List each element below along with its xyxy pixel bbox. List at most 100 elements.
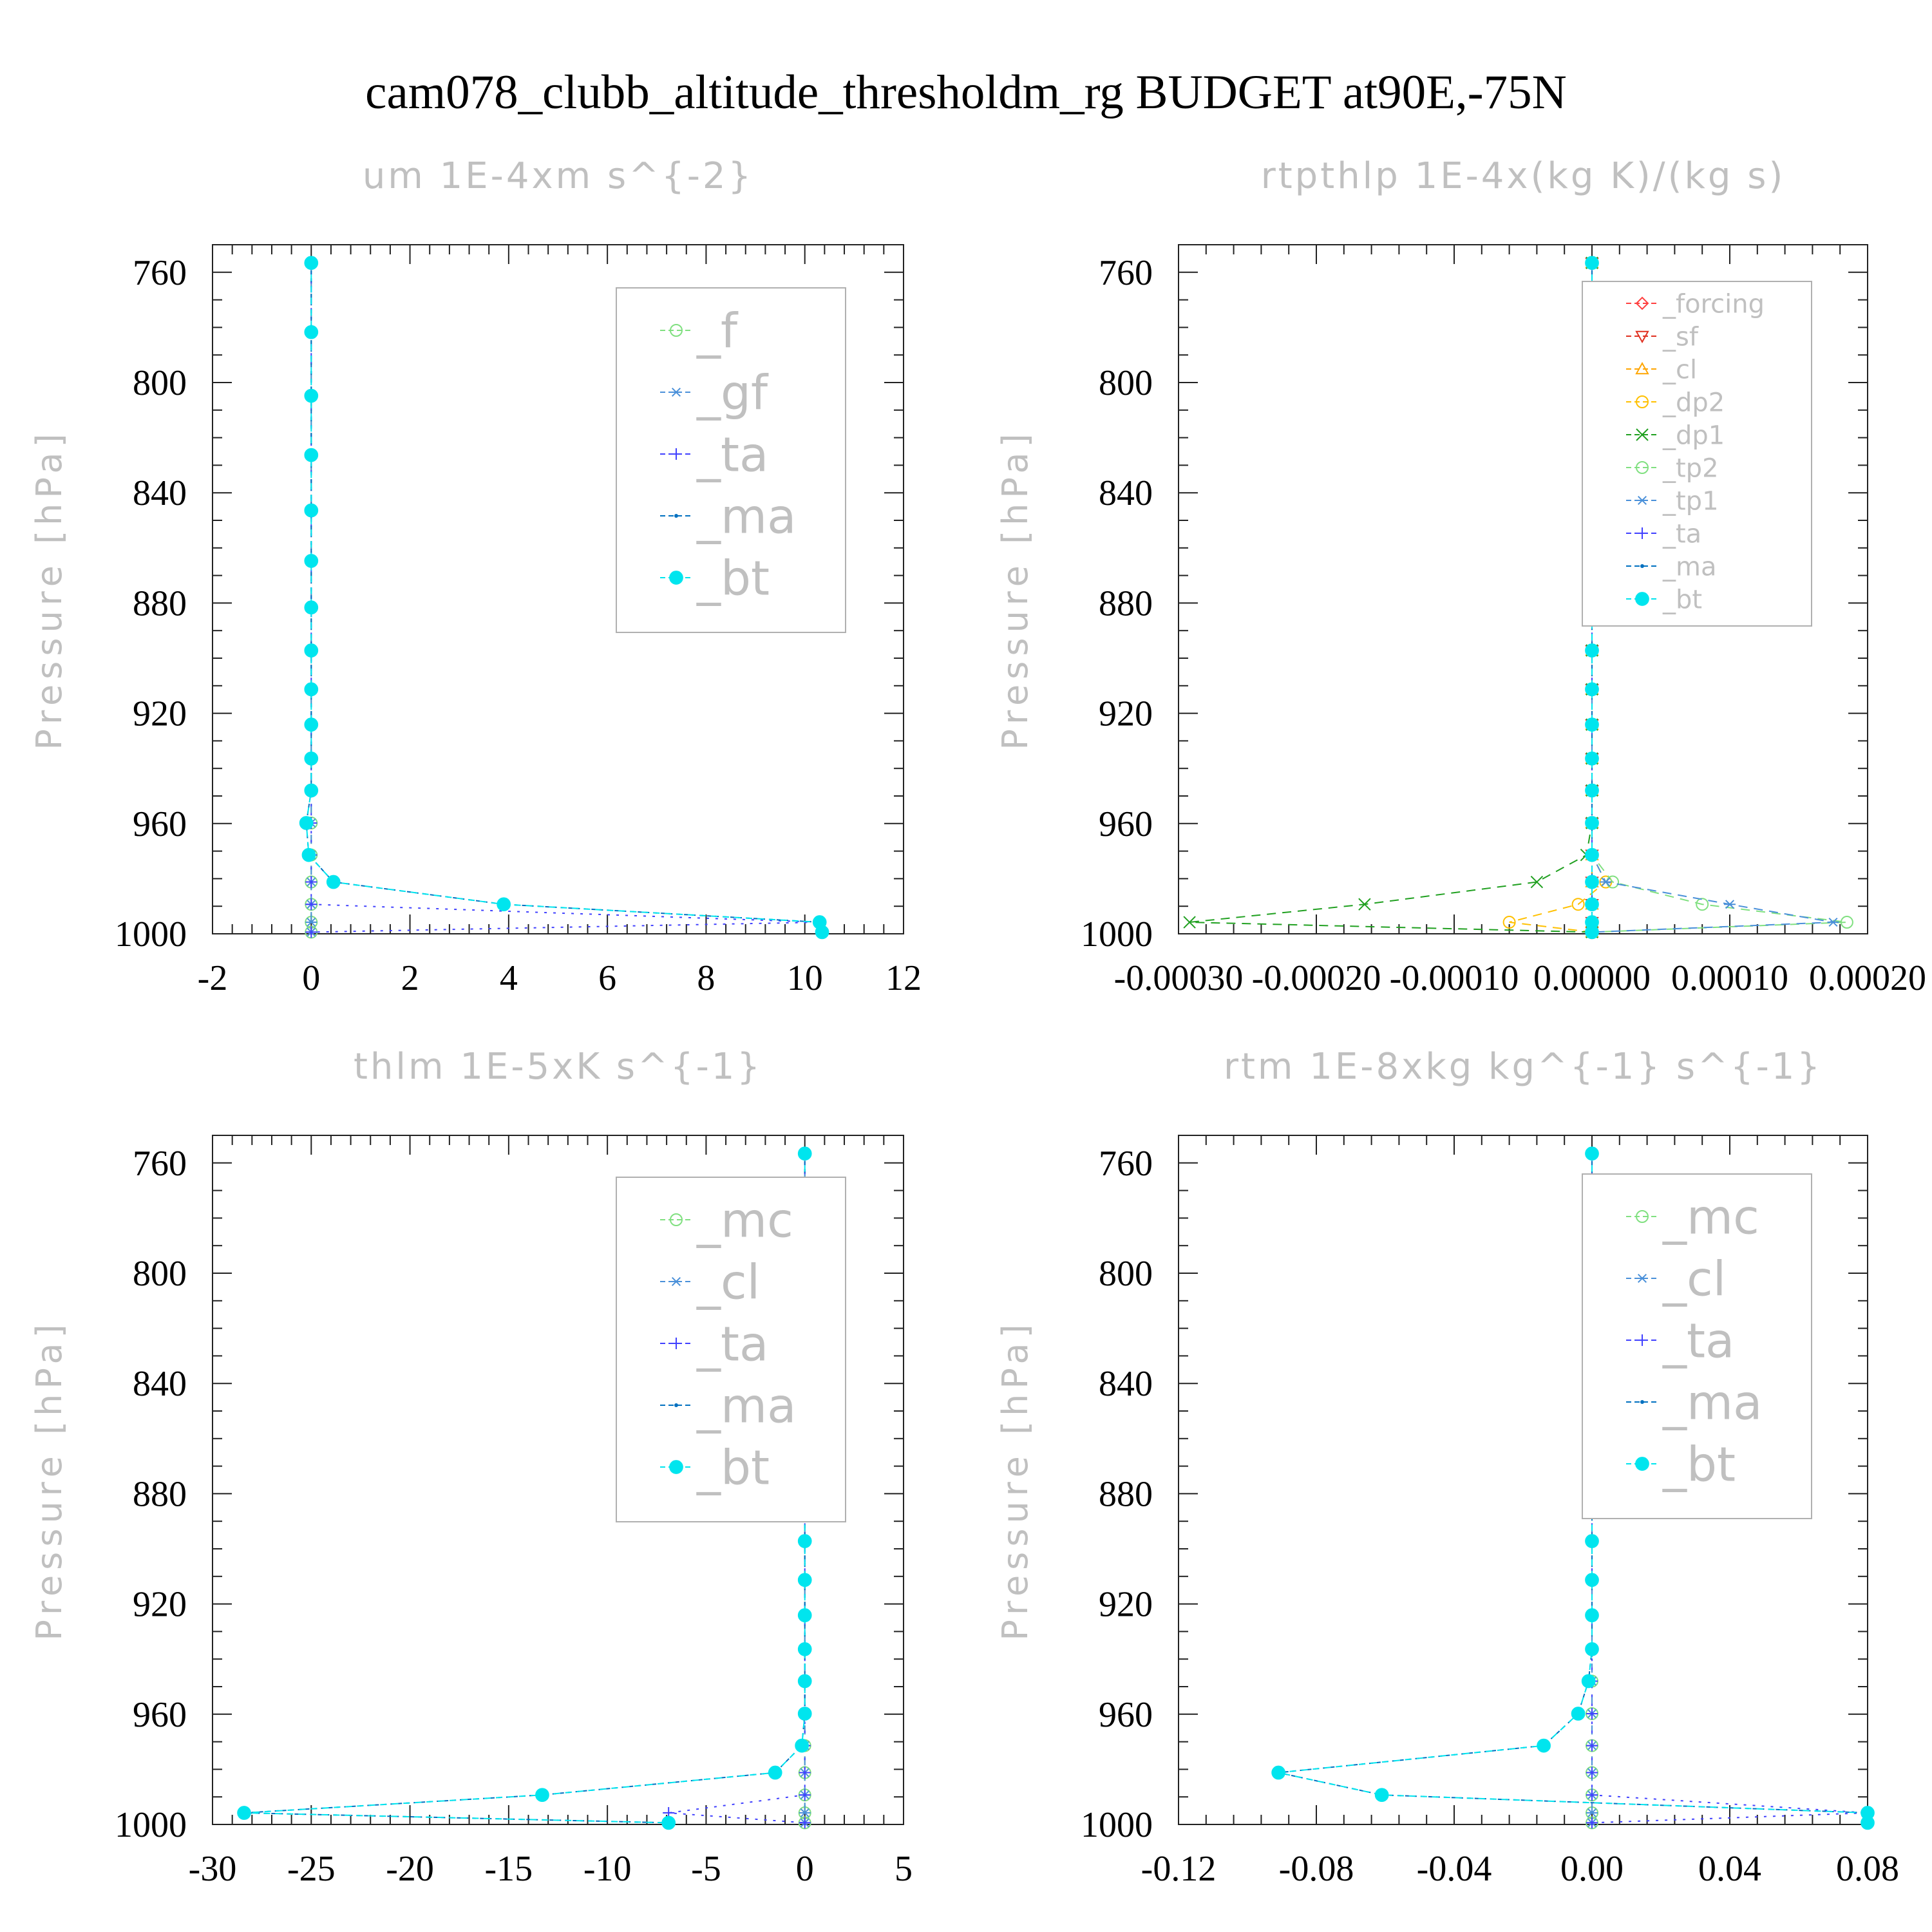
data-point (237, 1806, 251, 1820)
y-tick-label: 880 (133, 583, 187, 623)
series-line (305, 263, 823, 933)
legend-label: _bt (1662, 585, 1702, 614)
legend-label: _ma (696, 1379, 796, 1434)
y-tick-label: 920 (133, 1585, 187, 1625)
plot-frame (212, 1135, 904, 1825)
chart-panel-4: rtm 1E-8xkg kg^{-1} s^{-1} Pressure [hPa]… (995, 1046, 1899, 1889)
data-point (535, 1788, 549, 1803)
x-tick-label: 8 (697, 958, 715, 998)
legend-marker (1635, 296, 1649, 310)
legend-label: _tp1 (1662, 486, 1719, 516)
legend-label: _dp1 (1662, 421, 1725, 450)
legend-marker (1636, 461, 1649, 474)
legend-entry: _ta (1626, 1314, 1734, 1369)
legend-label: _cl (1662, 355, 1697, 384)
x-tick-label: -25 (287, 1849, 336, 1889)
legend-marker (670, 387, 682, 397)
y-tick-label: 840 (1099, 473, 1153, 513)
data-point (1585, 897, 1599, 912)
figure-title: cam078_clubb_altitude_thresholdm_rg BUDG… (365, 66, 1567, 119)
data-point (797, 1642, 812, 1656)
y-tick-label: 880 (133, 1474, 187, 1514)
x-tick-label: 12 (886, 958, 922, 998)
data-point (661, 1815, 676, 1830)
legend-entry: _ma (1626, 552, 1716, 582)
series-line (1189, 263, 1593, 933)
legend-entry: _ma (1626, 1376, 1762, 1431)
legend-entry: _tp1 (1626, 486, 1719, 516)
series-line (1278, 1153, 1868, 1823)
data-point (305, 918, 317, 927)
data-point (304, 600, 319, 615)
data-point (799, 1766, 811, 1779)
data-point (1585, 925, 1599, 940)
chart-panel-1: um 1E-4xm s^{-2}Pressure [hPa]7608008408… (29, 155, 922, 998)
data-point (797, 1674, 812, 1689)
y-tick-label: 1000 (1081, 1805, 1153, 1845)
data-point (1840, 916, 1853, 929)
y-axis-label: Pressure [hPa] (995, 428, 1036, 750)
x-tick-label: 6 (598, 958, 616, 998)
data-point (1374, 1788, 1389, 1803)
panel-title: rtm 1E-8xkg kg^{-1} s^{-1} (1224, 1046, 1823, 1088)
x-tick-label: 0 (302, 958, 320, 998)
legend-marker (1636, 1334, 1648, 1346)
y-tick-label: 920 (1099, 694, 1153, 734)
series-line (243, 1153, 806, 1824)
y-tick-label: 760 (133, 253, 187, 293)
y-tick-label: 760 (133, 1144, 187, 1184)
legend-marker (1636, 527, 1648, 539)
legend-entry: _cl (1626, 355, 1697, 384)
y-tick-label: 800 (1099, 363, 1153, 403)
data-point (305, 876, 317, 888)
legend-entry: _bt (660, 1441, 770, 1496)
legend-label: _cl (1662, 1252, 1726, 1307)
y-tick-label: 960 (133, 1695, 187, 1735)
legend: _f _gf _ta _ma _bt (616, 287, 846, 633)
legend-label: _ma (1662, 1376, 1762, 1431)
chart-panels: um 1E-4xm s^{-2}Pressure [hPa]7608008408… (29, 155, 1926, 1889)
data-point (1585, 816, 1599, 830)
data-point (1585, 875, 1599, 889)
x-tick-label: -0.00030 (1114, 958, 1244, 998)
x-tick-label: 0.00000 (1533, 958, 1651, 998)
panel-title: rtpthlp 1E-4x(kg K)/(kg s) (1261, 155, 1786, 197)
legend-marker (670, 1276, 682, 1287)
legend-entry: _f (660, 304, 739, 359)
x-tick-label: -5 (691, 1849, 721, 1889)
y-tick-label: 920 (1099, 1585, 1153, 1625)
data-point (1585, 682, 1599, 697)
data-point (1585, 717, 1599, 732)
legend-label: _f (696, 304, 739, 359)
legend-entry: _dp2 (1626, 388, 1725, 417)
data-point (1530, 875, 1544, 889)
y-tick-label: 1000 (115, 1805, 187, 1845)
legend-box (1582, 1173, 1812, 1519)
x-tick-label: 0.00010 (1671, 958, 1788, 998)
legend-label: _mc (696, 1193, 793, 1249)
data-point (1358, 898, 1371, 911)
y-axis-label: Pressure [hPa] (995, 1319, 1036, 1640)
data-point (304, 751, 319, 766)
legend: _mc _cl _ta _ma _bt (616, 1177, 846, 1522)
legend: _forcing_sf _cl _dp2 _dp1 _tp2_tp1_ta_ma _bt (1582, 281, 1812, 627)
legend-label: _cl (696, 1255, 760, 1311)
legend-entry: _bt (660, 551, 770, 607)
data-point (1271, 1765, 1286, 1780)
legend-label: _ma (1662, 552, 1716, 582)
data-point (1183, 916, 1196, 929)
legend-label: _ta (1662, 519, 1701, 549)
legend-label: _dp2 (1662, 388, 1725, 417)
legend-marker (670, 448, 682, 460)
x-tick-label: -0.08 (1279, 1849, 1354, 1889)
legend-entry: _cl (660, 1255, 760, 1311)
data-point (1586, 1817, 1598, 1829)
y-tick-label: 920 (133, 694, 187, 734)
chart-panel-3: thlm 1E-5xK s^{-1} Pressure [hPa] 760 800 84… (29, 1046, 913, 1889)
data-point (1696, 898, 1709, 911)
data-point (797, 1573, 812, 1587)
legend-label: _mc (1662, 1190, 1759, 1245)
data-point (497, 897, 511, 912)
data-point (304, 256, 319, 270)
data-point (304, 643, 319, 658)
